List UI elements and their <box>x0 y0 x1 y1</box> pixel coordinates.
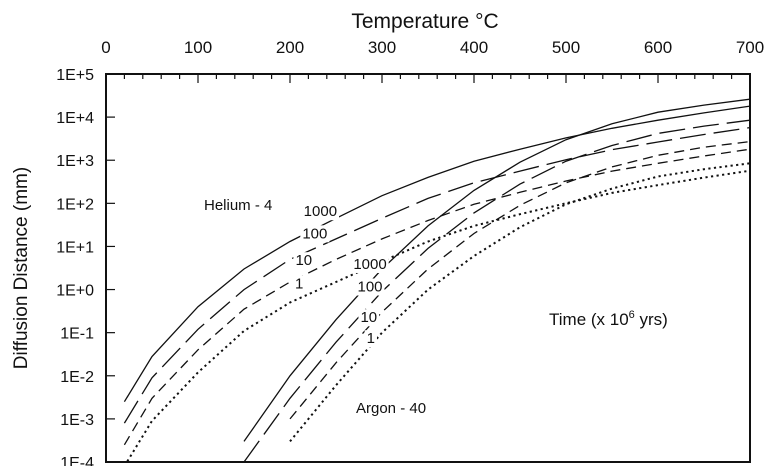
argon-curve-100 <box>243 119 750 462</box>
time-label-main: Time (x 10 <box>549 310 629 329</box>
x-tick-label: 400 <box>460 38 488 57</box>
argon-curve-1000 <box>243 98 750 442</box>
series-label-backdrop <box>301 203 340 221</box>
plot-frame <box>105 73 751 463</box>
argon-label: Argon - 40 <box>356 400 426 417</box>
helium-series-label: 100 <box>302 225 327 242</box>
x-tick-label: 100 <box>184 38 212 57</box>
x-tick-label: 600 <box>644 38 672 57</box>
argon-curve-1 <box>289 162 750 443</box>
series-labels: 1000 100 10 1 1000 100 10 1 <box>293 203 389 348</box>
argon-series-label: 1 <box>367 330 375 347</box>
time-label-unit: yrs) <box>635 310 668 329</box>
y-tick-label: 1E+3 <box>56 153 94 170</box>
argon-series-label: 100 <box>357 279 382 296</box>
helium-curve-1000 <box>123 105 750 403</box>
helium-series-label: 1 <box>295 275 303 292</box>
y-tick-label: 1E-4 <box>60 455 94 466</box>
axes: 0 100 200 300 400 500 600 700 1E+5 1E+4 1E+3 1E+2 1E… <box>56 38 764 466</box>
series-label-backdrop <box>364 330 377 348</box>
x-tick-label: 300 <box>368 38 396 57</box>
y-tick-label: 1E+0 <box>56 283 94 300</box>
helium-label: Helium - 4 <box>204 197 272 214</box>
helium-series-label: 1000 <box>304 203 337 220</box>
y-axis-title: Diffusion Distance (mm) <box>11 167 32 369</box>
y-tick-label: 1E+1 <box>56 239 94 256</box>
helium-series-label: 10 <box>295 252 312 269</box>
y-tick-label: 1E-2 <box>60 369 94 386</box>
x-axis-title: Temperature °C <box>351 10 498 33</box>
y-tick-label: 1E+5 <box>56 67 94 84</box>
argon-curve-10 <box>289 140 750 420</box>
series-label-backdrop <box>300 225 330 243</box>
series-group <box>123 98 750 462</box>
argon-series-label: 1000 <box>353 256 386 273</box>
series-label-backdrop <box>358 309 380 327</box>
series-label-backdrop <box>351 255 389 273</box>
time-label: Time (x 106 yrs) <box>549 309 668 329</box>
helium-curve-10 <box>123 148 750 446</box>
y-tick-label: 1E+2 <box>56 196 94 213</box>
series-label-backdrop <box>293 275 306 293</box>
x-tick-label: 500 <box>552 38 580 57</box>
y-tick-label: 1E+4 <box>56 110 94 127</box>
argon-series-label: 10 <box>360 309 377 326</box>
helium-curve-1 <box>125 169 750 462</box>
time-label-exponent: 6 <box>629 309 635 321</box>
x-tick-label: 0 <box>101 38 110 57</box>
helium-curve-100 <box>123 126 750 424</box>
y-tick-label: 1E-3 <box>60 412 94 429</box>
y-tick-label: 1E-1 <box>60 326 94 343</box>
series-label-backdrop <box>355 278 385 296</box>
x-tick-label: 200 <box>276 38 304 57</box>
series-label-backdrop <box>293 252 315 270</box>
x-tick-label: 700 <box>736 38 764 57</box>
